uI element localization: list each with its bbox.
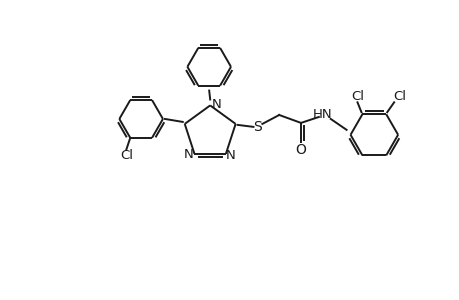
Text: Cl: Cl [119,149,133,162]
Text: HN: HN [312,109,332,122]
Text: Cl: Cl [350,90,363,103]
Text: N: N [225,149,235,162]
Text: O: O [295,143,306,157]
Text: N: N [183,148,193,161]
Text: Cl: Cl [393,90,406,103]
Text: S: S [252,120,261,134]
Text: N: N [212,98,222,111]
